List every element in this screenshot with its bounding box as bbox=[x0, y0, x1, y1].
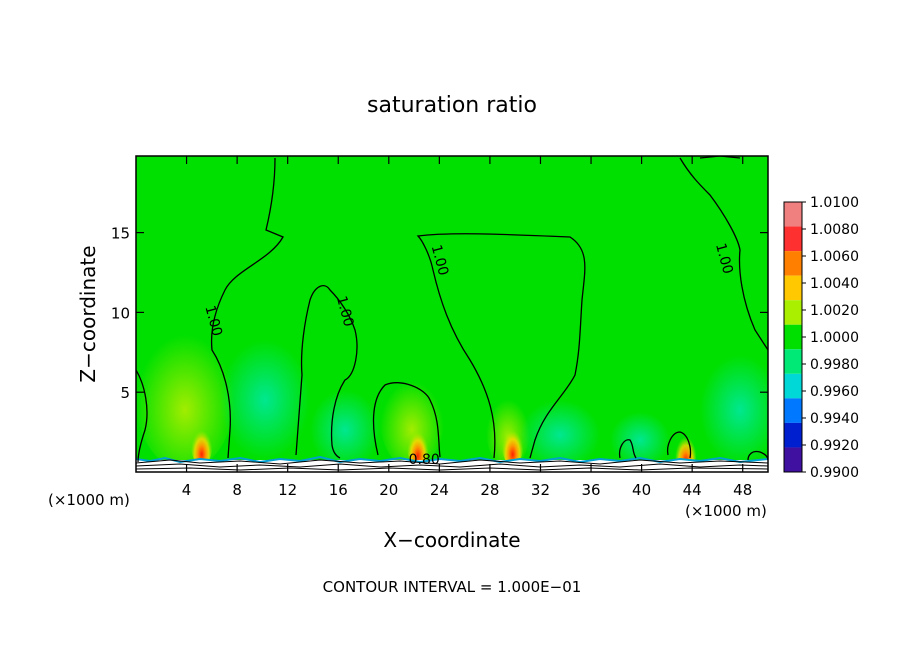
y-axis: 5 10 15 bbox=[111, 225, 768, 402]
contour-interval-note: CONTOUR INTERVAL = 1.000E−01 bbox=[323, 578, 582, 596]
surface-contour-1 bbox=[136, 459, 768, 465]
x-tick-label-9: 40 bbox=[632, 481, 651, 499]
colorbar-swatch-3 bbox=[784, 275, 802, 301]
contour-lines bbox=[136, 156, 768, 463]
dry-region-4 bbox=[700, 355, 768, 465]
colorbar-label-3: 1.0040 bbox=[810, 276, 859, 292]
contour-line-1 bbox=[210, 157, 284, 459]
colorbar-label-1: 1.0080 bbox=[810, 222, 859, 238]
colorbar-swatch-8 bbox=[784, 398, 802, 423]
contour-line-8 bbox=[747, 450, 768, 461]
moist-plume-1 bbox=[136, 320, 235, 470]
colorbar-swatch-10 bbox=[784, 447, 802, 472]
colorbar-swatch-4 bbox=[784, 300, 802, 325]
x-tick-label-1: 8 bbox=[232, 481, 242, 499]
colorbar-label-2: 1.0060 bbox=[810, 249, 859, 265]
x-tick-label-3: 16 bbox=[329, 481, 348, 499]
y-tick-label-2: 15 bbox=[111, 225, 130, 243]
x-axis-label: X−coordinate bbox=[383, 528, 520, 552]
colorbar-label-8: 0.9940 bbox=[810, 411, 859, 427]
hotspot-1 bbox=[406, 420, 429, 469]
x-tick-label-4: 20 bbox=[379, 481, 398, 499]
contour-line-6 bbox=[136, 369, 148, 463]
plot-frame bbox=[135, 155, 769, 473]
contour-line-9 bbox=[618, 439, 637, 459]
x-tick-label-11: 48 bbox=[733, 481, 752, 499]
plot-area: 1.00 1.00 1.00 1.00 0.80 bbox=[136, 156, 768, 472]
colorbar-swatch-1 bbox=[784, 226, 802, 252]
colorbar-swatch-7 bbox=[784, 373, 802, 399]
colorbar-label-7: 0.9960 bbox=[810, 384, 859, 400]
x-axis: 4 8 12 16 20 24 28 32 36 40 44 48 bbox=[182, 156, 752, 499]
dry-region-3 bbox=[520, 400, 600, 470]
surface-contour-2 bbox=[136, 463, 768, 468]
x-tick-label-8: 36 bbox=[581, 481, 600, 499]
colorbar: 1.0100 1.0080 1.0060 1.0040 1.0020 1.0000 0.99… bbox=[783, 195, 859, 481]
contour-line-10 bbox=[699, 156, 741, 159]
dry-region-2 bbox=[310, 390, 380, 470]
x-tick-label-5: 24 bbox=[430, 481, 449, 499]
contour-label-0: 1.00 bbox=[201, 304, 225, 338]
colorbar-swatch-9 bbox=[784, 422, 802, 448]
x-tick-label-6: 28 bbox=[480, 481, 499, 499]
contour-label-2: 1.00 bbox=[428, 243, 452, 277]
contour-label-4: 0.80 bbox=[409, 452, 440, 468]
contour-line-5 bbox=[679, 157, 768, 351]
colorbar-label-6: 0.9980 bbox=[810, 357, 859, 373]
colorbar-label-9: 0.9920 bbox=[810, 438, 859, 454]
contour-line-4 bbox=[416, 233, 586, 459]
colorbar-swatch-2 bbox=[784, 251, 802, 276]
colorbar-swatch-6 bbox=[784, 349, 802, 374]
colorbar-label-10: 0.9900 bbox=[810, 465, 859, 481]
contour-value-labels: 1.00 1.00 1.00 1.00 0.80 bbox=[201, 242, 735, 468]
contour-line-2 bbox=[295, 285, 358, 459]
colorbar-swatch-5 bbox=[784, 324, 802, 350]
y-tick-label-0: 5 bbox=[120, 384, 130, 402]
surface-contour-3 bbox=[136, 467, 768, 471]
dry-region-5 bbox=[610, 412, 670, 468]
contour-label-3: 1.00 bbox=[712, 242, 736, 276]
hotspot-2 bbox=[501, 418, 524, 467]
hotspot-0 bbox=[190, 418, 213, 467]
x-tick-label-10: 44 bbox=[683, 481, 702, 499]
x-tick-label-2: 12 bbox=[278, 481, 297, 499]
dry-region-1 bbox=[220, 340, 310, 460]
colorbar-label-4: 1.0020 bbox=[810, 303, 859, 319]
surface-contours bbox=[136, 459, 768, 471]
contour-line-3 bbox=[372, 382, 441, 458]
x-tick-label-7: 32 bbox=[531, 481, 550, 499]
y-axis-label: Z−coordinate bbox=[76, 245, 100, 382]
x-unit-left: (×1000 m) bbox=[48, 491, 130, 509]
chart-title: saturation ratio bbox=[367, 93, 537, 118]
contour-line-7 bbox=[666, 431, 692, 459]
x-tick-label-0: 4 bbox=[182, 481, 192, 499]
contour-label-1: 1.00 bbox=[333, 294, 357, 328]
colorbar-swatch-0 bbox=[784, 202, 802, 227]
colorbar-label-0: 1.0100 bbox=[810, 195, 859, 211]
colorbar-label-5: 1.0000 bbox=[810, 330, 859, 346]
x-unit-right: (×1000 m) bbox=[685, 502, 767, 520]
y-tick-label-1: 10 bbox=[111, 304, 130, 322]
